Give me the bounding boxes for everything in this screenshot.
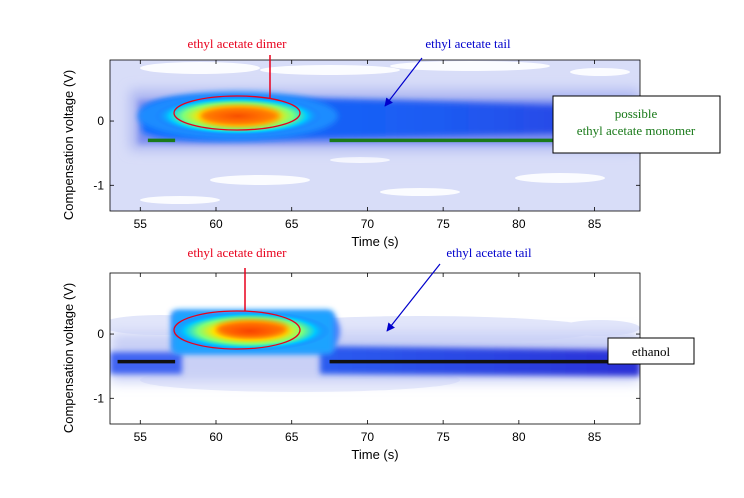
bottom-dimer-label: ethyl acetate dimer [188, 245, 288, 260]
top-x-tick-label: 65 [285, 217, 299, 231]
bottom-x-tick-label: 85 [588, 430, 602, 444]
top-x-axis-label: Time (s) [351, 234, 398, 249]
bottom-ethanol-label: ethanol [632, 344, 671, 359]
bottom-tail-annotation: ethyl acetate tail [386, 245, 532, 332]
bottom-x-tick-label: 70 [361, 430, 375, 444]
top-x-tick-label: 85 [588, 217, 602, 231]
bottom-x-tick-label: 80 [512, 430, 526, 444]
bottom-x-tick-label: 75 [436, 430, 450, 444]
bottom-x-tick-label: 60 [209, 430, 223, 444]
top-tail-label: ethyl acetate tail [425, 36, 511, 51]
top-dimer-label: ethyl acetate dimer [188, 36, 288, 51]
top-dimer-annotation: ethyl acetate dimer [173, 36, 301, 131]
bottom-y-ticks: 0 -1 [93, 327, 640, 405]
top-heatmap-panel: 55 60 65 70 75 80 85 0 -1 Time (s) Compensation… [61, 36, 721, 249]
bottom-heatmap-panel: 55 60 65 70 75 80 85 0 -1 Time (s) Compensation… [61, 245, 695, 462]
bottom-dimer-annotation: ethyl acetate dimer [173, 245, 301, 350]
bottom-y-tick-label: -1 [93, 391, 104, 405]
bottom-ethanol-callout: ethanol [607, 337, 695, 365]
bottom-x-ticks: 55 60 65 70 75 80 85 [134, 273, 602, 444]
top-x-ticks: 55 60 65 70 75 80 85 [134, 60, 602, 231]
bottom-y-axis-label: Compensation voltage (V) [61, 283, 76, 433]
bottom-tail-label: ethyl acetate tail [446, 245, 532, 260]
bottom-x-tick-label: 55 [134, 430, 148, 444]
top-monomer-label-line2: ethyl acetate monomer [577, 123, 696, 138]
top-x-tick-label: 80 [512, 217, 526, 231]
top-tail-annotation: ethyl acetate tail [384, 36, 511, 107]
bottom-x-axis-label: Time (s) [351, 447, 398, 462]
top-x-tick-label: 60 [209, 217, 223, 231]
bottom-x-tick-label: 65 [285, 430, 299, 444]
top-x-tick-label: 55 [134, 217, 148, 231]
top-x-tick-label: 70 [361, 217, 375, 231]
top-monomer-label-line1: possible [615, 106, 658, 121]
bottom-y-tick-label: 0 [97, 327, 104, 341]
top-y-tick-label: 0 [97, 114, 104, 128]
top-y-tick-label: -1 [93, 178, 104, 192]
bottom-axis-labels: Time (s) Compensation voltage (V) [61, 283, 399, 462]
top-y-axis-label: Compensation voltage (V) [61, 70, 76, 220]
top-axis-labels: Time (s) Compensation voltage (V) [61, 70, 399, 249]
bottom-heatmap-field [110, 273, 640, 424]
top-monomer-callout: possible ethyl acetate monomer [552, 95, 721, 154]
top-x-tick-label: 75 [436, 217, 450, 231]
